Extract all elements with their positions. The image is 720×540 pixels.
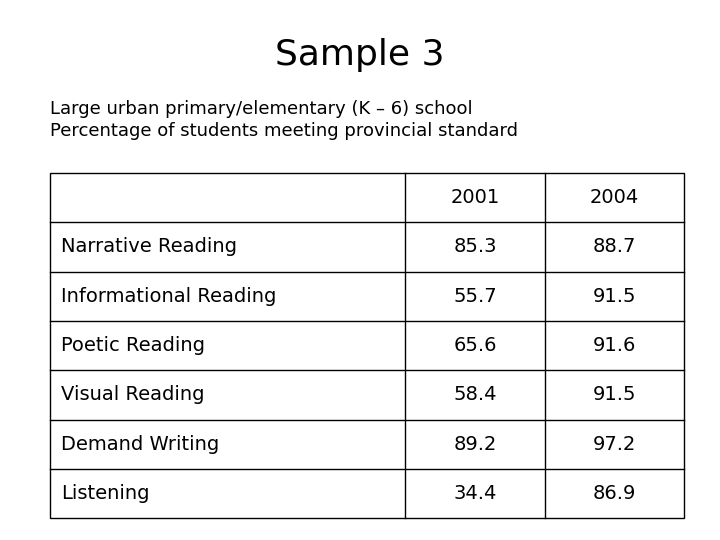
Text: 86.9: 86.9 [593, 484, 636, 503]
Text: 97.2: 97.2 [593, 435, 636, 454]
Text: 89.2: 89.2 [453, 435, 497, 454]
Text: 91.6: 91.6 [593, 336, 636, 355]
Text: Demand Writing: Demand Writing [61, 435, 220, 454]
Text: Large urban primary/elementary (K – 6) school: Large urban primary/elementary (K – 6) s… [50, 100, 473, 118]
Text: Visual Reading: Visual Reading [61, 386, 204, 404]
Text: Narrative Reading: Narrative Reading [61, 238, 237, 256]
Text: 58.4: 58.4 [453, 386, 497, 404]
Text: 2001: 2001 [450, 188, 500, 207]
Text: 2004: 2004 [590, 188, 639, 207]
Text: 34.4: 34.4 [453, 484, 497, 503]
Text: 85.3: 85.3 [453, 238, 497, 256]
Text: Percentage of students meeting provincial standard: Percentage of students meeting provincia… [50, 122, 518, 139]
Text: 55.7: 55.7 [453, 287, 497, 306]
Text: Listening: Listening [61, 484, 150, 503]
Text: Sample 3: Sample 3 [275, 38, 445, 72]
Text: 91.5: 91.5 [593, 386, 636, 404]
Text: Informational Reading: Informational Reading [61, 287, 276, 306]
Text: 91.5: 91.5 [593, 287, 636, 306]
Text: 65.6: 65.6 [453, 336, 497, 355]
Text: Poetic Reading: Poetic Reading [61, 336, 205, 355]
Bar [50, 173, 684, 518]
Text: 88.7: 88.7 [593, 238, 636, 256]
